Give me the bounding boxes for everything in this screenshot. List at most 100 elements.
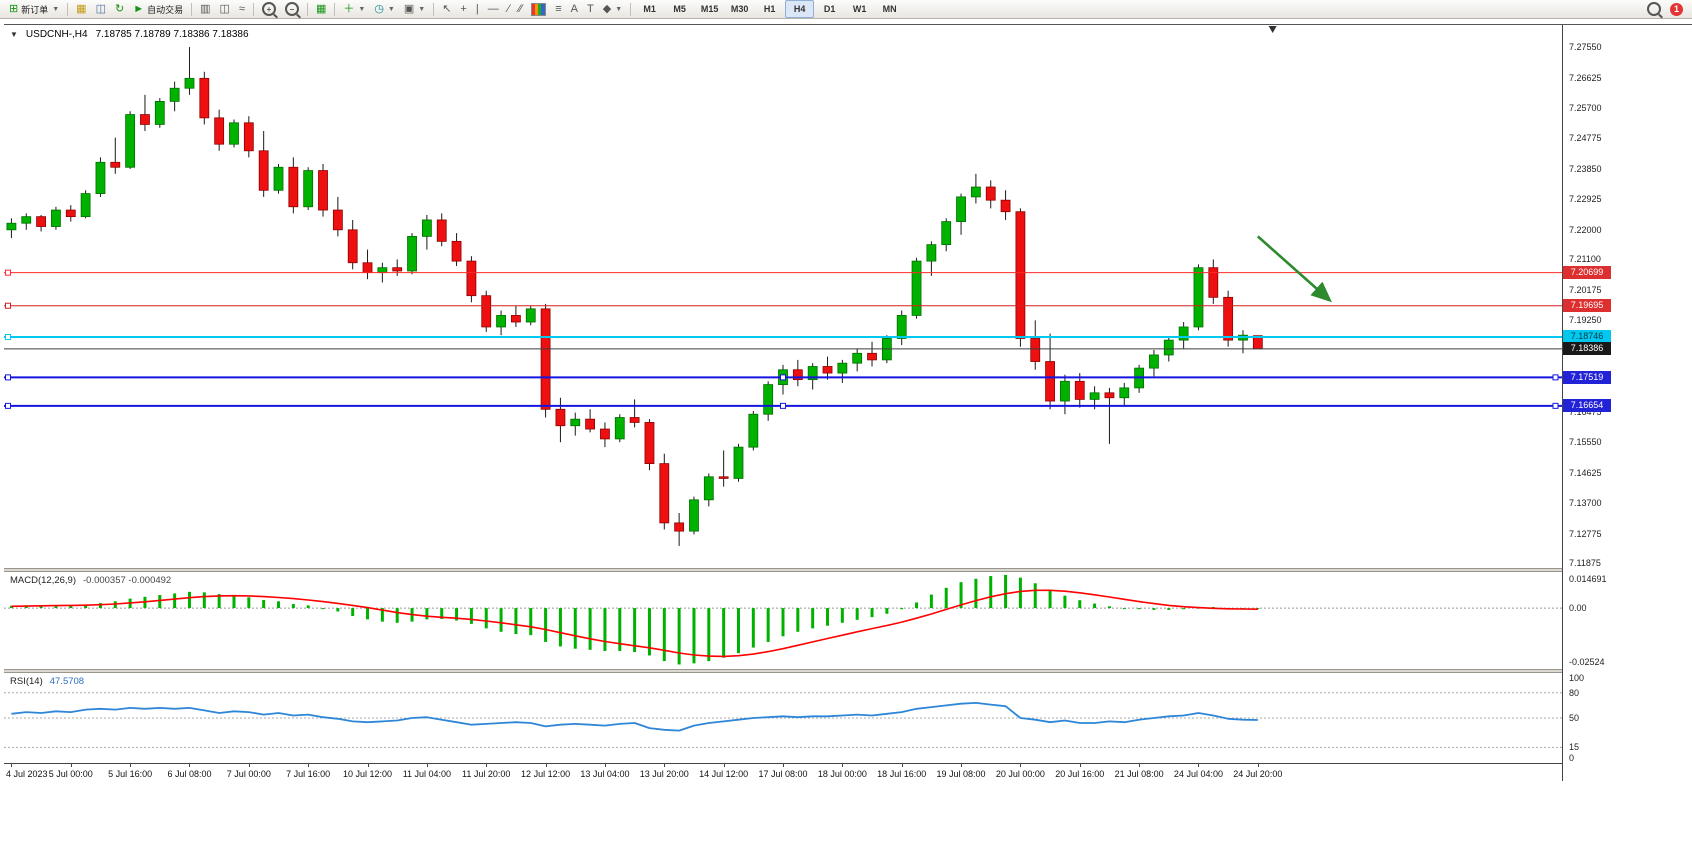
profiles-icon: ◫ xyxy=(95,2,106,15)
rsi-chart[interactable] xyxy=(4,673,1562,763)
time-tick xyxy=(723,764,725,767)
time-axis-label: 5 Jul 00:00 xyxy=(48,769,93,779)
time-tick xyxy=(545,764,547,767)
macd-chart[interactable] xyxy=(4,572,1562,669)
timeframe-m15-button[interactable]: M15 xyxy=(700,4,719,14)
macd-scale-zero: 0.00 xyxy=(1569,603,1587,614)
price-badge: 7.18386 xyxy=(1563,342,1611,356)
time-axis-label: 18 Jul 00:00 xyxy=(817,769,867,779)
zoom-in-button[interactable]: + xyxy=(258,0,280,18)
line-handle[interactable] xyxy=(780,402,786,409)
shapes-menu-button[interactable]: ◆ ▼ xyxy=(599,0,626,18)
line-handle[interactable] xyxy=(5,302,11,309)
trend-arrow-annotation[interactable] xyxy=(1256,235,1332,303)
horizontal-line-7.17519[interactable] xyxy=(4,374,1562,381)
tile-windows-button[interactable]: ▦ xyxy=(312,0,330,18)
clock-icon: ◷ xyxy=(374,2,384,15)
timeframe-h4-button[interactable]: H4 xyxy=(785,0,815,18)
indicators-button[interactable]: ＋ ▼ xyxy=(339,0,369,18)
macd-values: -0.000357 -0.000492 xyxy=(83,575,172,586)
new-chart-button[interactable]: ▦ xyxy=(72,0,90,18)
profiles-button[interactable]: ◫ xyxy=(92,0,110,18)
text-tool-button[interactable]: A xyxy=(567,0,582,18)
timeframe-m5-button[interactable]: M5 xyxy=(673,4,686,14)
timeframe-m1-button[interactable]: M1 xyxy=(643,4,656,14)
lines-icon: ≡ xyxy=(555,2,562,15)
toolbar-separator xyxy=(630,2,632,16)
horizontal-line-7.20699[interactable] xyxy=(4,269,1562,276)
zoom-out-button[interactable]: − xyxy=(281,0,303,18)
line-handle[interactable] xyxy=(5,374,11,381)
price-tick: 7.26625 xyxy=(1569,72,1602,83)
panel-splitter[interactable] xyxy=(4,568,1692,572)
price-tick: 7.11875 xyxy=(1569,558,1601,569)
bar-chart-button[interactable]: ▥ xyxy=(196,0,214,18)
timeframe-h1-button[interactable]: H1 xyxy=(763,4,776,14)
line-handle[interactable] xyxy=(1552,374,1559,381)
label-tool-button[interactable]: T xyxy=(583,0,598,18)
cursor-icon: ↖ xyxy=(442,2,452,15)
time-axis-label: 4 Jul 2023 xyxy=(6,769,48,779)
line-handle[interactable] xyxy=(5,269,11,276)
channel-tool-button[interactable]: ∕∕ xyxy=(515,0,527,18)
candlestick-icon: ◫ xyxy=(219,2,230,15)
price-scale[interactable]: 7.27550 7.26625 7.25700 7.24775 7.23850 7.229… xyxy=(1562,25,1692,781)
chart-title: ▼ USDCNH-,H4 7.18785 7.18789 7.18386 7.1… xyxy=(10,29,249,40)
line-handle[interactable] xyxy=(5,402,11,409)
time-axis-label: 14 Jul 12:00 xyxy=(699,769,749,779)
time-tick xyxy=(308,764,310,767)
toolbar-separator xyxy=(334,2,336,16)
price-tick: 7.24775 xyxy=(1569,133,1602,144)
horizontal-line-7.18746[interactable] xyxy=(4,333,1562,340)
line-handle[interactable] xyxy=(5,333,11,340)
line-chart-button[interactable]: ≈ xyxy=(235,0,249,18)
line-handle[interactable] xyxy=(1552,402,1559,409)
symbol-dropdown-icon[interactable]: ▼ xyxy=(10,30,18,39)
time-axis-label: 17 Jul 08:00 xyxy=(758,769,808,779)
rsi-scale-label: 15 xyxy=(1569,742,1580,753)
timeframe-w1-button[interactable]: W1 xyxy=(852,4,867,14)
candlestick-chart-button[interactable]: ◫ xyxy=(216,0,234,18)
notifications-button[interactable]: 1 xyxy=(1666,0,1687,18)
rsi-panel[interactable]: RSI(14) 47.5708 xyxy=(4,673,1562,763)
new-order-button[interactable]: ⊞ 新订单 ▼ xyxy=(5,0,63,18)
new-chart-icon: ▦ xyxy=(76,2,87,15)
timeframe-d1-button[interactable]: D1 xyxy=(823,4,836,14)
time-axis-label: 13 Jul 20:00 xyxy=(639,769,689,779)
timeframe-m30-button[interactable]: M30 xyxy=(730,4,749,14)
price-tick: 7.21100 xyxy=(1569,254,1601,265)
time-tick xyxy=(842,764,844,767)
fibonacci-tool-button[interactable] xyxy=(527,0,550,18)
template-button[interactable]: ▣ ▼ xyxy=(400,0,429,18)
curs​or-tool-button[interactable]: ↖ xyxy=(438,0,455,18)
period-button[interactable]: ◷ ▼ xyxy=(370,0,399,18)
refresh-button[interactable]: ↻ xyxy=(111,0,128,18)
horizontal-line-7.16654[interactable] xyxy=(4,402,1562,409)
chart-shift-marker[interactable] xyxy=(1268,26,1277,33)
line-handle[interactable] xyxy=(780,374,786,381)
price-badge: 7.17519 xyxy=(1563,370,1611,384)
candlestick-chart[interactable] xyxy=(4,25,1562,568)
time-tick xyxy=(901,764,903,767)
rsi-value: 47.5708 xyxy=(49,676,85,687)
crosshair-tool-button[interactable]: + xyxy=(456,0,470,18)
trendline-tool-button[interactable]: ∕ xyxy=(504,0,514,18)
zoom-out-icon: − xyxy=(284,2,299,16)
lines-menu-button[interactable]: ≡ xyxy=(551,0,565,18)
time-tick xyxy=(1079,764,1081,767)
time-axis-label: 11 Jul 04:00 xyxy=(402,769,452,779)
auto-trading-label: 自动交易 xyxy=(147,4,184,15)
horizontal-line-tool-button[interactable]: — xyxy=(484,0,503,18)
search-button[interactable] xyxy=(1643,0,1665,18)
timeframe-mn-button[interactable]: MN xyxy=(882,4,897,14)
time-axis-label: 6 Jul 08:00 xyxy=(167,769,212,779)
auto-trading-button[interactable]: ► 自动交易 xyxy=(129,0,187,18)
price-tick: 7.23850 xyxy=(1569,163,1602,174)
horizontal-line-7.19695[interactable] xyxy=(4,302,1562,309)
chevron-down-icon: ▼ xyxy=(52,5,60,13)
vertical-line-tool-button[interactable]: | xyxy=(472,0,483,18)
main-chart-panel[interactable]: ▼ USDCNH-,H4 7.18785 7.18789 7.18386 7.1… xyxy=(4,25,1562,569)
time-axis[interactable]: 4 Jul 2023 5 Jul 00:00 5 Jul 16:00 6 Jul 08… xyxy=(4,763,1692,782)
panel-splitter[interactable] xyxy=(4,669,1692,673)
macd-panel[interactable]: MACD(12,26,9) -0.000357 -0.000492 xyxy=(4,572,1562,670)
